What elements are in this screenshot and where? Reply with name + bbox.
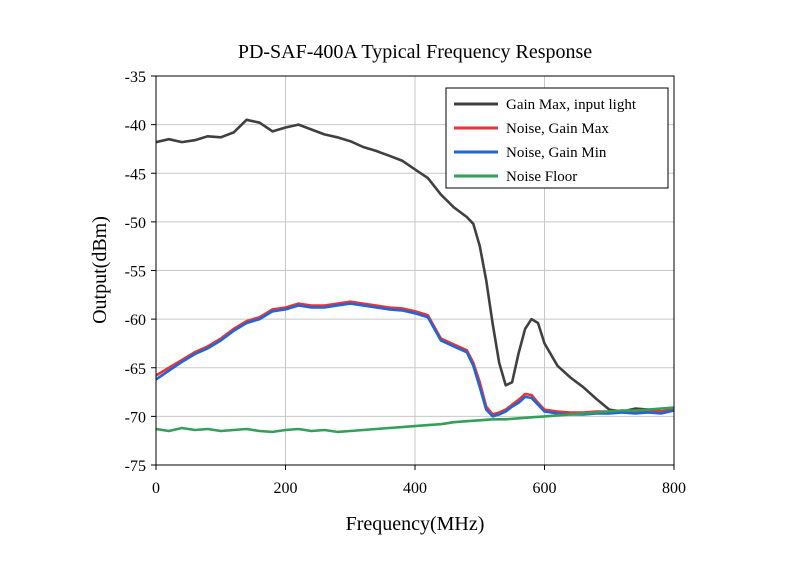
legend-label-2: Noise, Gain Min xyxy=(506,145,607,161)
y-axis-title: Output(dBm) xyxy=(89,216,111,324)
x-tick-label: 0 xyxy=(152,480,160,497)
chart-title: PD-SAF-400A Typical Frequency Response xyxy=(238,41,592,63)
x-tick-label: 200 xyxy=(274,480,298,497)
series-line-1 xyxy=(155,300,675,416)
y-tick-label: -45 xyxy=(125,166,146,183)
series-layer xyxy=(155,118,675,434)
x-tick-label: 800 xyxy=(662,480,686,497)
x-tick-label: 400 xyxy=(403,480,427,497)
legend-label-0: Gain Max, input light xyxy=(506,97,637,113)
legend-label-1: Noise, Gain Max xyxy=(506,121,609,137)
x-tick-label: 600 xyxy=(533,480,557,497)
y-tick-label: -70 xyxy=(125,409,146,426)
y-tick-label: -65 xyxy=(125,361,146,378)
x-axis: 0 200 400 600 800 xyxy=(152,465,686,497)
y-tick-label: -35 xyxy=(125,69,146,86)
series-line-0 xyxy=(155,118,675,413)
x-axis-title: Frequency(MHz) xyxy=(346,513,485,535)
y-axis: -75 -70 -65 -60 -55 -50 -45 -40 -35 xyxy=(125,69,156,475)
y-tick-label: -50 xyxy=(125,215,146,232)
y-tick-label: -60 xyxy=(125,312,146,329)
y-tick-label: -40 xyxy=(125,118,146,135)
series-line-3 xyxy=(155,406,675,434)
legend: Gain Max, input light Noise, Gain Max Nois… xyxy=(445,87,669,189)
y-tick-label: -75 xyxy=(125,458,146,475)
legend-label-3: Noise Floor xyxy=(506,169,577,185)
y-tick-label: -55 xyxy=(125,264,146,281)
